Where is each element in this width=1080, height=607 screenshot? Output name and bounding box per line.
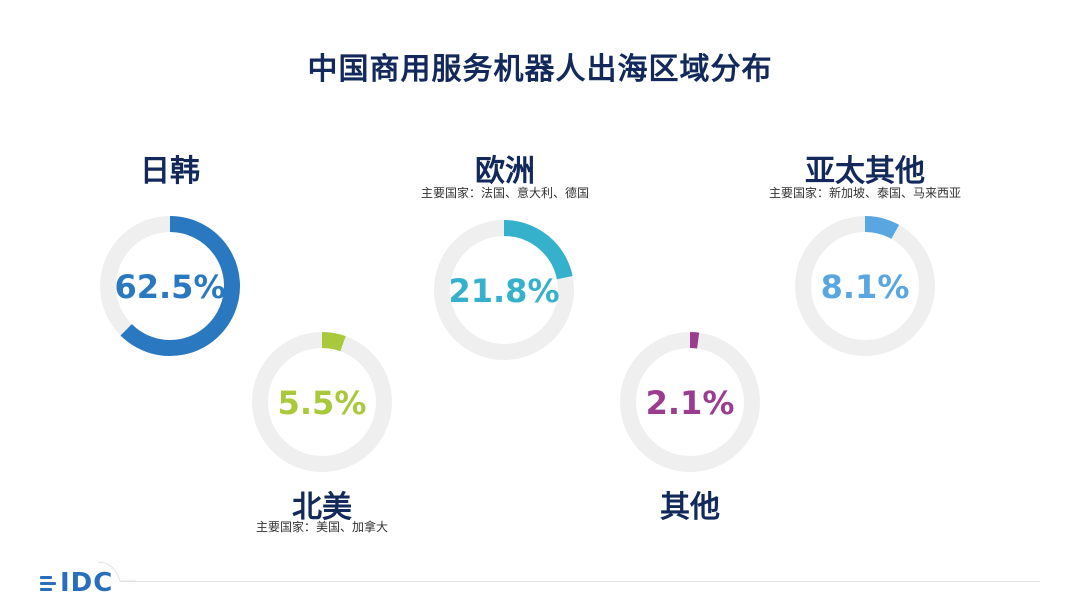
donut-arc-europe (503, 220, 573, 280)
region-name-other: 其他 (660, 490, 720, 525)
donut-arc-north-america (321, 332, 346, 352)
donut-arc-apac-other (864, 216, 900, 240)
region-name-europe: 欧洲 (475, 154, 535, 189)
chart-title: 中国商用服务机器人出海区域分布 (307, 52, 773, 87)
region-name-north-america: 北美 (292, 490, 352, 525)
region-name-apac-other: 亚太其他 (805, 154, 925, 189)
region-name-japan-korea: 日韩 (140, 154, 200, 189)
donut-arc-japan-korea (120, 216, 240, 356)
donut-japan-korea: 62.5% (100, 216, 240, 356)
region-note-europe: 主要国家：法国、意大利、德国 (420, 186, 589, 200)
donut-value-label-europe: 21.8% (448, 272, 559, 310)
donut-north-america: 5.5% (252, 332, 392, 472)
footer-curve (97, 561, 136, 582)
donut-value-label-north-america: 5.5% (278, 384, 367, 422)
donut-europe: 21.8% (434, 220, 574, 360)
donut-arc-other (689, 332, 700, 349)
region-note-apac-other: 主要国家：新加坡、泰国、马来西亚 (768, 186, 961, 200)
donut-value-label-other: 2.1% (646, 384, 735, 422)
donut-value-label-japan-korea: 62.5% (114, 268, 225, 306)
region-note-north-america: 主要国家：美国、加拿大 (255, 520, 388, 534)
donut-other: 2.1% (620, 332, 760, 472)
footer-divider (120, 581, 1040, 582)
donut-value-label-apac-other: 8.1% (821, 268, 910, 306)
idc-logo-text: IDC (60, 568, 114, 598)
idc-logo: IDC (40, 566, 113, 600)
idc-logo-mark (40, 575, 56, 591)
donut-apac-other: 8.1% (795, 216, 935, 356)
